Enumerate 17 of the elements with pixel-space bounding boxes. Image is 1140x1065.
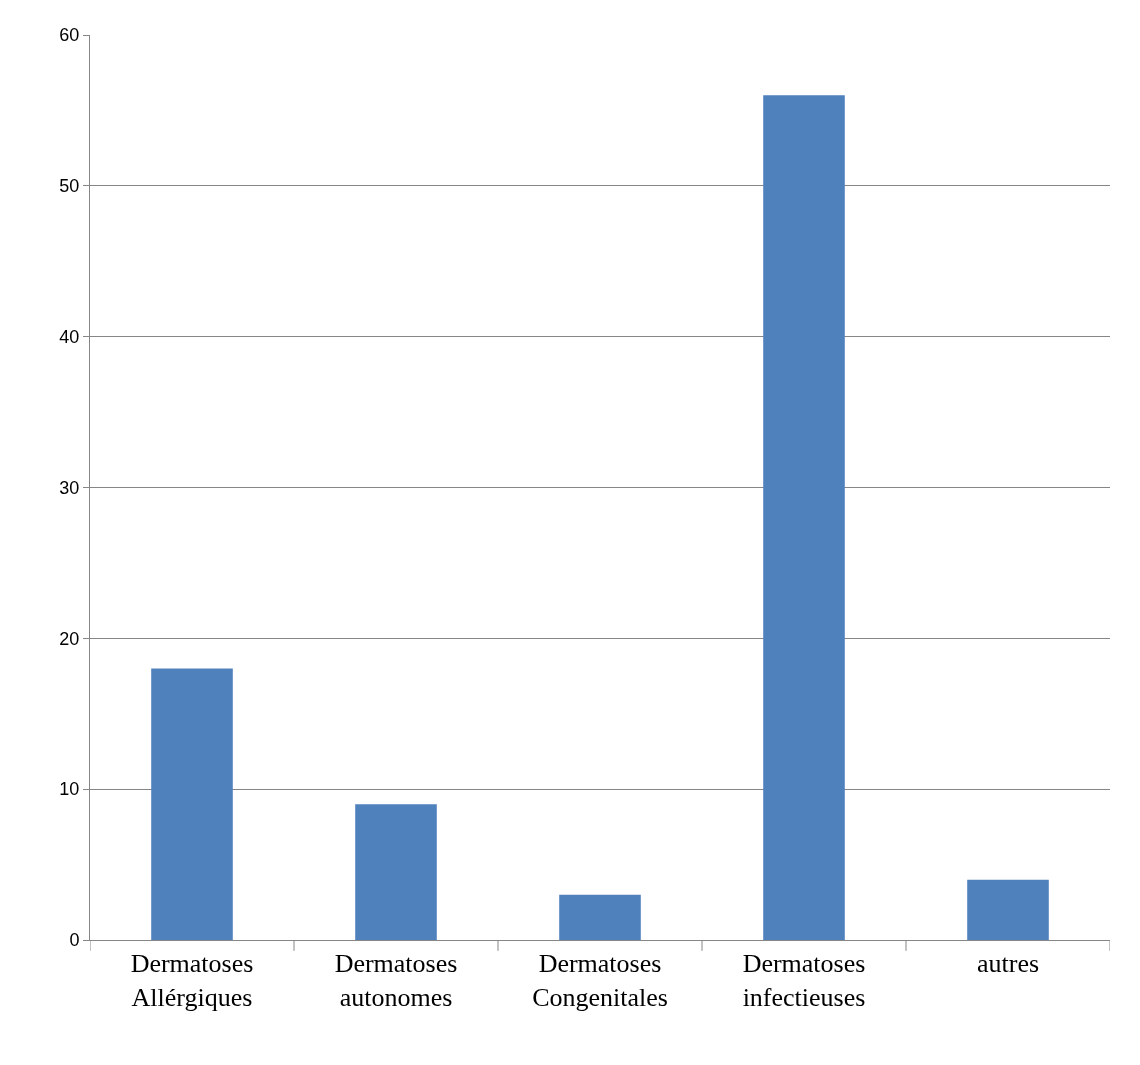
y-tick-label: 20 [59,628,80,649]
y-tick-label: 10 [59,779,80,800]
x-tick-label: autres [976,949,1040,979]
bar [355,804,437,940]
x-tick-label: Dermatoses Allérgiques [130,949,254,1012]
x-tick-label: Dermatoses infectieuses [742,949,866,1012]
x-tick-label: Dermatoses autonomes [334,949,458,1012]
y-tick-label: 0 [69,930,80,951]
bar [151,668,233,940]
bar [559,894,641,940]
y-tick-label: 50 [59,176,80,197]
bar [763,95,845,940]
x-tick-label: Dermatoses Congenitales [532,949,668,1012]
bar [967,879,1049,940]
y-tick-label: 40 [59,326,80,347]
y-tick-label: 60 [59,25,80,46]
y-tick-label: 30 [59,477,80,498]
